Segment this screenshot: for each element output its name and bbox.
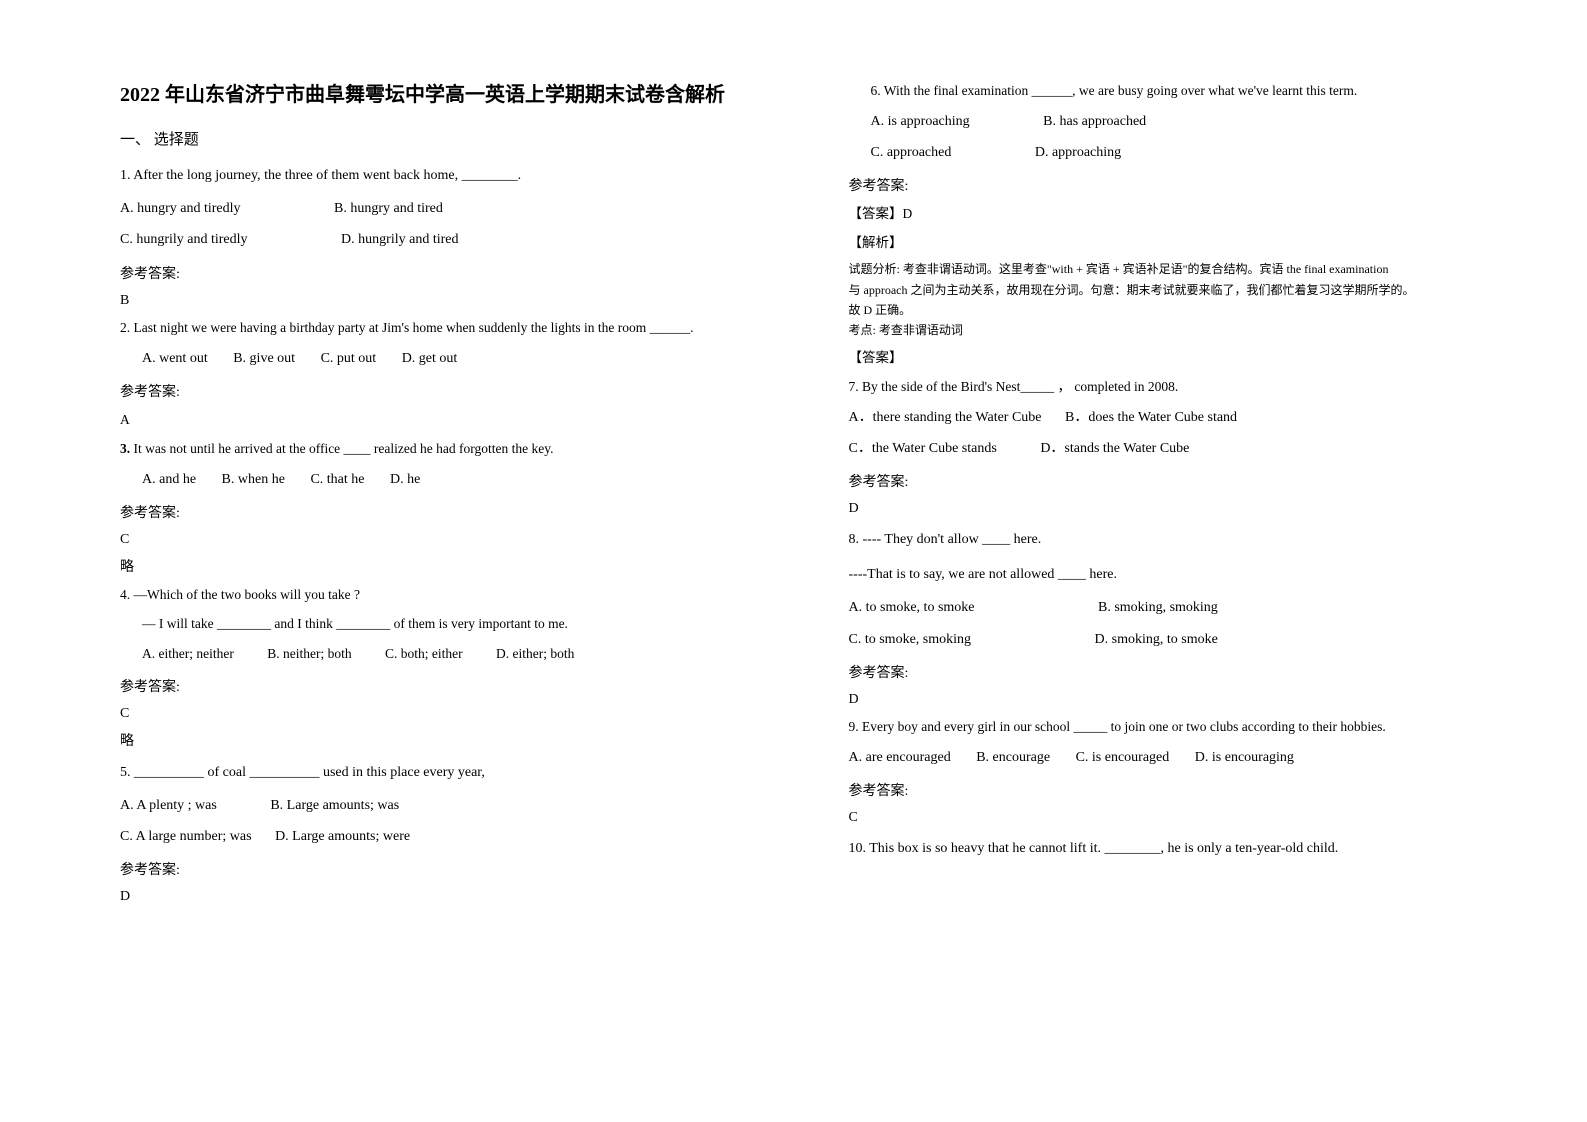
q4-opt-d: D. either; both (496, 642, 574, 666)
q1-options-row1: A. hungry and tiredly B. hungry and tire… (120, 196, 749, 221)
q2-opt-b: B. give out (233, 346, 295, 371)
q6-stem: 6. With the final examination ______, we… (849, 80, 1478, 103)
q7-opt-c: C．the Water Cube stands (849, 436, 997, 461)
q7-opt-a: A．there standing the Water Cube (849, 405, 1042, 430)
q8-stem2: ----That is to say, we are not allowed _… (849, 562, 1478, 587)
q6-analysis-tag: 【解析】 (849, 232, 1478, 255)
q6-options-row2: C. approached D. approaching (849, 140, 1478, 165)
q6-answer-tag2: 【答案】 (849, 347, 1478, 370)
q3-answer-label: 参考答案: (120, 502, 749, 522)
q2-opt-a: A. went out (142, 346, 208, 371)
q6-answer-label: 参考答案: (849, 175, 1478, 195)
q8-answer: D (849, 692, 1478, 708)
q4-stem2: — I will take ________ and I think _____… (120, 613, 749, 636)
q1-answer: B (120, 293, 749, 309)
q1-opt-d: D. hungrily and tired (341, 227, 458, 252)
q4-answer-label: 参考答案: (120, 676, 749, 696)
q9-options: A. are encouraged B. encourage C. is enc… (849, 745, 1478, 770)
q6-opt-d: D. approaching (1035, 140, 1121, 165)
q4-note: 略 (120, 730, 749, 750)
q2-opt-d: D. get out (402, 346, 458, 371)
q9-opt-d: D. is encouraging (1195, 745, 1294, 770)
q9-answer-label: 参考答案: (849, 780, 1478, 800)
q2-options: A. went out B. give out C. put out D. ge… (120, 346, 749, 371)
q6-opt-b: B. has approached (1043, 109, 1146, 134)
q2-answer-label: 参考答案: (120, 381, 749, 401)
q9-opt-b: B. encourage (976, 745, 1050, 770)
q6-analysis-4: 考点: 考查非谓语动词 (849, 320, 1478, 340)
q8-opt-a: A. to smoke, to smoke (849, 595, 975, 620)
q5-stem: 5. __________ of coal __________ used in… (120, 760, 749, 785)
q5-answer-label: 参考答案: (120, 859, 749, 879)
q7-opt-b: B．does the Water Cube stand (1065, 405, 1237, 430)
q7-options-row2: C．the Water Cube stands D．stands the Wat… (849, 436, 1478, 461)
left-column: 2022 年山东省济宁市曲阜舞雩坛中学高一英语上学期期末试卷含解析 一、 选择题… (100, 80, 799, 1082)
section-heading: 一、 选择题 (120, 128, 749, 149)
q2-stem: 2. Last night we were having a birthday … (120, 317, 749, 340)
q3-opt-a: A. and he (142, 467, 196, 492)
q5-options-row2: C. A large number; was D. Large amounts;… (120, 824, 749, 849)
right-column: 6. With the final examination ______, we… (799, 80, 1498, 1082)
q9-opt-c: C. is encouraged (1076, 745, 1170, 770)
q3-note: 略 (120, 556, 749, 576)
q7-answer-label: 参考答案: (849, 471, 1478, 491)
q7-answer: D (849, 501, 1478, 517)
q5-opt-a: A. A plenty ; was (120, 793, 217, 818)
q4-answer: C (120, 706, 749, 722)
q6-options-row1: A. is approaching B. has approached (849, 109, 1478, 134)
q3-opt-c: C. that he (310, 467, 364, 492)
q8-opt-b: B. smoking, smoking (1098, 595, 1218, 620)
q5-opt-b: B. Large amounts; was (270, 793, 399, 818)
q1-stem: 1. After the long journey, the three of … (120, 163, 749, 188)
q6-analysis-1: 试题分析: 考查非谓语动词。这里考查"with + 宾语 + 宾语补足语"的复合… (849, 259, 1478, 279)
q3-options: A. and he B. when he C. that he D. he (120, 467, 749, 492)
exam-title: 2022 年山东省济宁市曲阜舞雩坛中学高一英语上学期期末试卷含解析 (120, 80, 749, 110)
q8-answer-label: 参考答案: (849, 662, 1478, 682)
q7-options-row1: A．there standing the Water Cube B．does t… (849, 405, 1478, 430)
q5-answer: D (120, 889, 749, 905)
q1-opt-a: A. hungry and tiredly (120, 196, 241, 221)
q6-opt-a: A. is approaching (871, 109, 970, 134)
q3-opt-b: B. when he (222, 467, 285, 492)
q1-answer-label: 参考答案: (120, 263, 749, 283)
q2-answer: A (120, 409, 749, 432)
q1-opt-b: B. hungry and tired (334, 196, 443, 221)
q3-stem: 3. 3. It was not until he arrived at the… (120, 438, 749, 461)
q10-stem: 10. This box is so heavy that he cannot … (849, 836, 1478, 861)
q7-opt-d: D．stands the Water Cube (1040, 436, 1189, 461)
q9-answer: C (849, 810, 1478, 826)
q8-opt-c: C. to smoke, smoking (849, 627, 972, 652)
q6-analysis-2: 与 approach 之间为主动关系，故用现在分词。句意：期末考试就要来临了，我… (849, 280, 1478, 300)
q5-opt-c: C. A large number; was (120, 824, 252, 849)
q8-opt-d: D. smoking, to smoke (1095, 627, 1218, 652)
q1-opt-c: C. hungrily and tiredly (120, 227, 248, 252)
q6-answer-tag: 【答案】D (849, 203, 1478, 226)
q4-opt-c: C. both; either (385, 642, 463, 666)
q3-opt-d: D. he (390, 467, 420, 492)
q8-options-row1: A. to smoke, to smoke B. smoking, smokin… (849, 595, 1478, 620)
q2-opt-c: C. put out (321, 346, 377, 371)
q4-options: A. either; neither B. neither; both C. b… (120, 642, 749, 666)
q4-opt-b: B. neither; both (267, 642, 351, 666)
q7-stem: 7. By the side of the Bird's Nest_____ ，… (849, 376, 1478, 399)
q4-opt-a: A. either; neither (142, 642, 234, 666)
q8-stem1: 8. ---- They don't allow ____ here. (849, 527, 1478, 552)
q5-options-row1: A. A plenty ; was B. Large amounts; was (120, 793, 749, 818)
q5-opt-d: D. Large amounts; were (275, 824, 410, 849)
q4-stem1: 4. —Which of the two books will you take… (120, 584, 749, 607)
q8-options-row2: C. to smoke, smoking D. smoking, to smok… (849, 627, 1478, 652)
q6-analysis-3: 故 D 正确。 (849, 300, 1478, 320)
q1-options-row2: C. hungrily and tiredly D. hungrily and … (120, 227, 749, 252)
q9-opt-a: A. are encouraged (849, 745, 951, 770)
q6-opt-c: C. approached (871, 140, 952, 165)
q9-stem: 9. Every boy and every girl in our schoo… (849, 716, 1478, 739)
q3-answer: C (120, 532, 749, 548)
